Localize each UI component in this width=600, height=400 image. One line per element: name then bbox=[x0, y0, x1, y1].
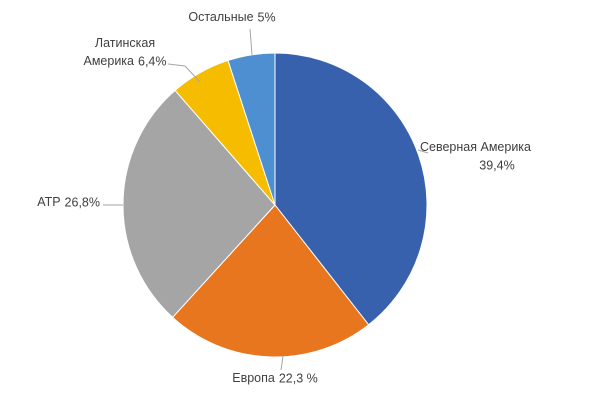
pie-slice bbox=[122, 89, 276, 319]
pie-slice bbox=[227, 52, 276, 206]
value-label: 39,4% bbox=[479, 158, 514, 172]
label-line: Северная Америка bbox=[420, 140, 531, 154]
slice-label: Европа bbox=[232, 371, 275, 385]
slice-label: Латинская Америка bbox=[83, 36, 155, 68]
leader-line bbox=[167, 63, 201, 83]
slice-label: АТР bbox=[37, 195, 60, 209]
leader-line bbox=[249, 28, 253, 56]
slice-label: Северная Америка bbox=[420, 140, 531, 154]
label-line: Латинская bbox=[95, 36, 155, 50]
label-line: АТР bbox=[37, 195, 60, 209]
label-line: Америка bbox=[83, 54, 134, 68]
pie-slice bbox=[171, 204, 370, 358]
leader-line bbox=[280, 355, 284, 371]
slice-label: Остальные bbox=[188, 10, 253, 24]
pie-slice bbox=[274, 52, 428, 326]
label-line: Остальные bbox=[188, 10, 253, 24]
value-label: 5% bbox=[258, 10, 276, 24]
value-label: 26,8% bbox=[65, 195, 100, 209]
value-label: 6,4% bbox=[138, 54, 167, 68]
label-line: Европа bbox=[232, 371, 275, 385]
leader-line bbox=[417, 149, 429, 154]
value-label: 22,3 % bbox=[279, 371, 318, 385]
